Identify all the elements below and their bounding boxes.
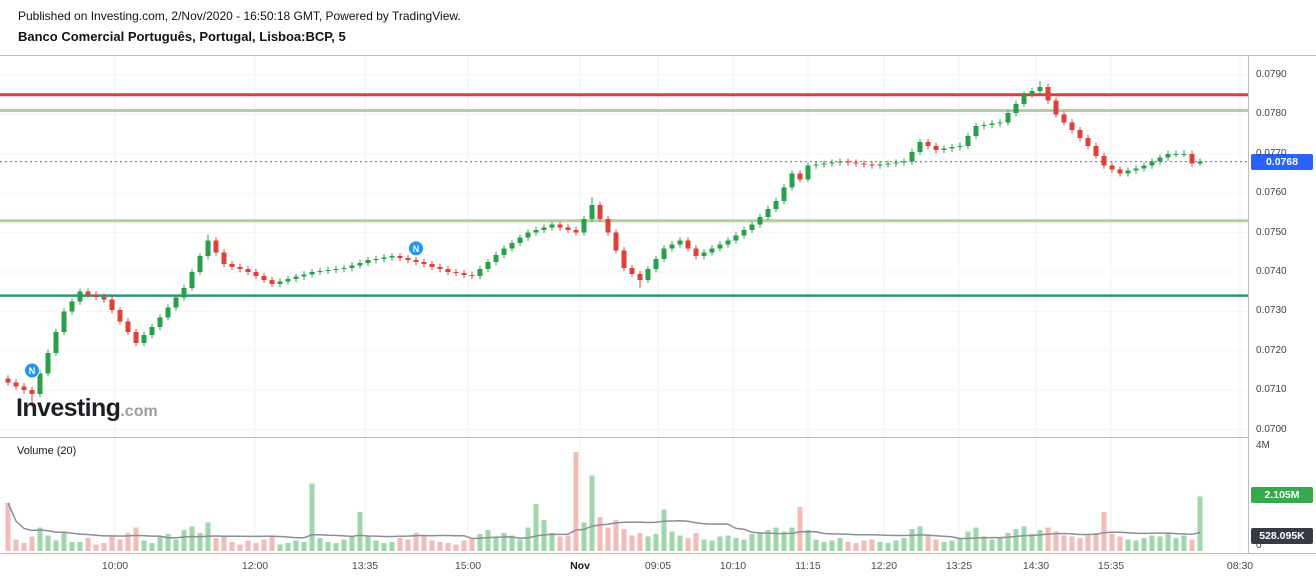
price-axis[interactable]: 0.0768 4M 0 2.105M 528.095K 0.0790 0.0780… [1249, 56, 1316, 553]
volume-gridlines [114, 438, 1241, 553]
price-tick-label: 0.0730 [1256, 305, 1287, 317]
time-tick-label: 14:30 [1022, 560, 1050, 572]
axis-divider [1248, 55, 1249, 554]
time-axis-border [0, 553, 1316, 554]
volume-ma-line [7, 502, 1201, 540]
time-tick-label: 13:35 [351, 560, 379, 572]
time-tick-label: 10:10 [719, 560, 747, 572]
price-tick-label: 0.0700 [1256, 423, 1287, 435]
volume-ma-badge: 528.095K [1251, 528, 1313, 545]
last-price-badge: 0.0768 [1251, 153, 1313, 170]
header: Published on Investing.com, 2/Nov/2020 -… [0, 0, 1316, 55]
price-tick-label: 0.0740 [1256, 266, 1287, 277]
news-marker-label: N [413, 244, 420, 254]
news-markers[interactable]: NN [24, 240, 424, 379]
price-tick-label: 0.0790 [1256, 69, 1287, 80]
time-tick-label: 10:00 [101, 560, 129, 572]
horizontal-level-lines[interactable] [0, 93, 1248, 297]
news-marker[interactable]: N [408, 240, 424, 257]
volume-chart-canvas[interactable] [0, 438, 1248, 553]
time-tick-label: 09:05 [644, 560, 672, 572]
price-tick-label: 0.0720 [1256, 344, 1287, 356]
time-tick-label: 15:00 [454, 560, 482, 572]
instrument-title: Banco Comercial Português, Portugal, Lis… [18, 29, 346, 44]
published-line: Published on Investing.com, 2/Nov/2020 -… [18, 9, 461, 23]
volume-axis-min-label: 0 [1256, 540, 1262, 551]
price-tick-label: 0.0710 [1256, 384, 1287, 396]
time-tick-label: 12:00 [241, 560, 269, 572]
price-tick-label: 0.0760 [1256, 187, 1287, 199]
news-marker[interactable]: N [24, 362, 40, 379]
time-tick-label: 13:25 [945, 560, 973, 572]
time-axis[interactable]: 10:00 12:00 13:35 15:00 Nov 09:05 10:10 11:15 12… [0, 554, 1316, 580]
time-tick-label: 12:20 [870, 560, 898, 572]
volume-value-badge: 2.105M [1251, 487, 1313, 504]
volume-axis-max-label: 4M [1256, 440, 1270, 451]
candles-layer[interactable] [5, 80, 1203, 406]
pane-divider [0, 437, 1316, 438]
price-chart-canvas[interactable]: NN [0, 56, 1248, 437]
time-tick-label: 11:15 [795, 560, 821, 572]
volume-bars-layer[interactable] [5, 452, 1203, 551]
news-marker-label: N [29, 366, 36, 376]
price-tick-label: 0.0770 [1256, 147, 1287, 159]
chart-top-border [0, 55, 1316, 56]
volume-indicator-label: Volume (20) [17, 445, 77, 457]
price-tick-label: 0.0750 [1256, 226, 1287, 238]
price-gridlines [0, 56, 1248, 437]
price-tick-label: 0.0780 [1256, 108, 1287, 120]
time-tick-label: Nov [570, 560, 590, 572]
volume-pane[interactable]: Volume (20) [0, 438, 1248, 553]
time-tick-label: 08:30 [1226, 560, 1254, 572]
time-tick-label: 15:35 [1097, 560, 1125, 572]
